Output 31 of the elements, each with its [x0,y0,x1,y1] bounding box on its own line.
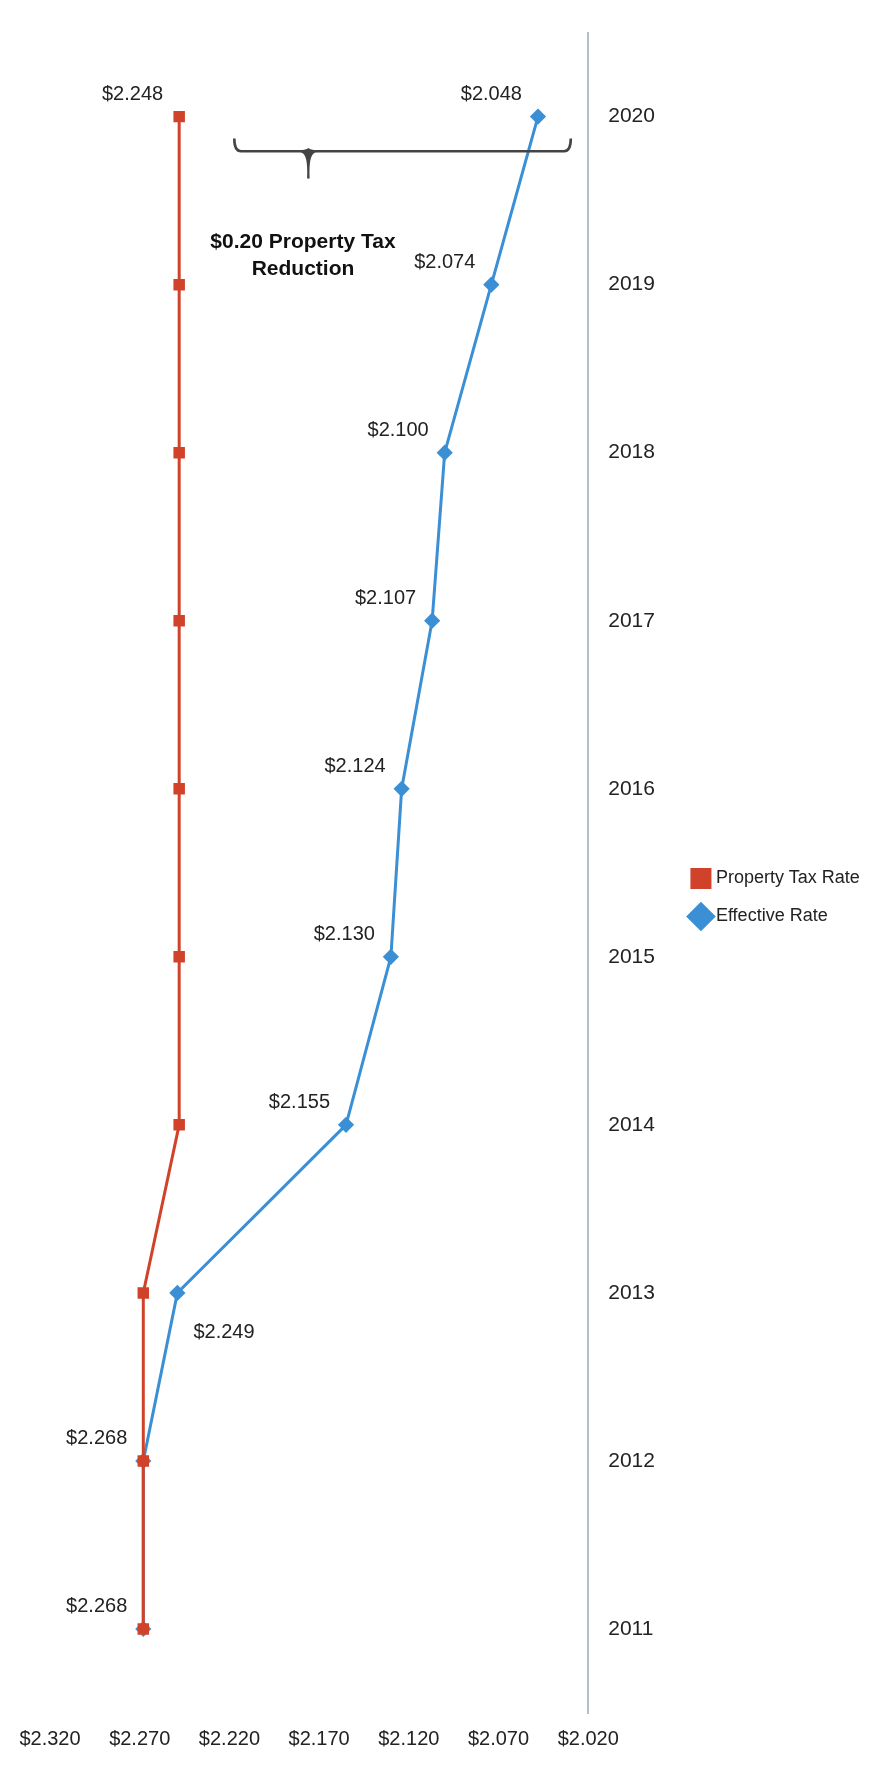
legend-label: Effective Rate [715,905,828,926]
data-label: $2.155 [268,1090,331,1113]
y-tick-label: 2014 [608,1111,656,1135]
data-label: $2.249 [193,1320,255,1343]
data-label: $2.268 [66,1594,128,1617]
data-label: $2.130 [313,922,375,945]
annotation: $0.20 Property Tax Reduction [210,229,396,280]
x-tick-label: $2.270 [109,1726,171,1749]
data-label: $2.268 [66,1426,128,1449]
data-label: $2.124 [324,754,386,777]
y-tick-label: 2012 [608,1447,655,1471]
y-tick-label: 2020 [608,103,655,127]
x-tick-label: $2.170 [288,1726,350,1749]
y-tick-label: 2016 [608,775,655,799]
y-tick-label: 2018 [608,439,655,463]
x-tick-label: $2.070 [467,1726,530,1749]
data-label: $2.107 [354,586,417,609]
data-label: $2.074 [414,250,476,273]
x-tick-label: $2.320 [19,1726,81,1749]
x-tick-label: $2.120 [378,1726,440,1749]
x-tick-label: $2.020 [557,1726,619,1749]
x-tick-label: $2.220 [198,1726,260,1749]
y-tick-label: 2011 [608,1615,654,1639]
y-tick-label: 2019 [608,271,655,295]
y-tick-label: 2015 [608,943,655,967]
data-label: $2.248 [102,82,164,105]
data-label: $2.100 [367,418,429,441]
data-label: $2.048 [460,82,522,105]
y-tick-label: 2017 [608,607,655,631]
legend-label: Property Tax Rate [715,867,860,888]
y-tick-label: 2013 [608,1279,655,1303]
